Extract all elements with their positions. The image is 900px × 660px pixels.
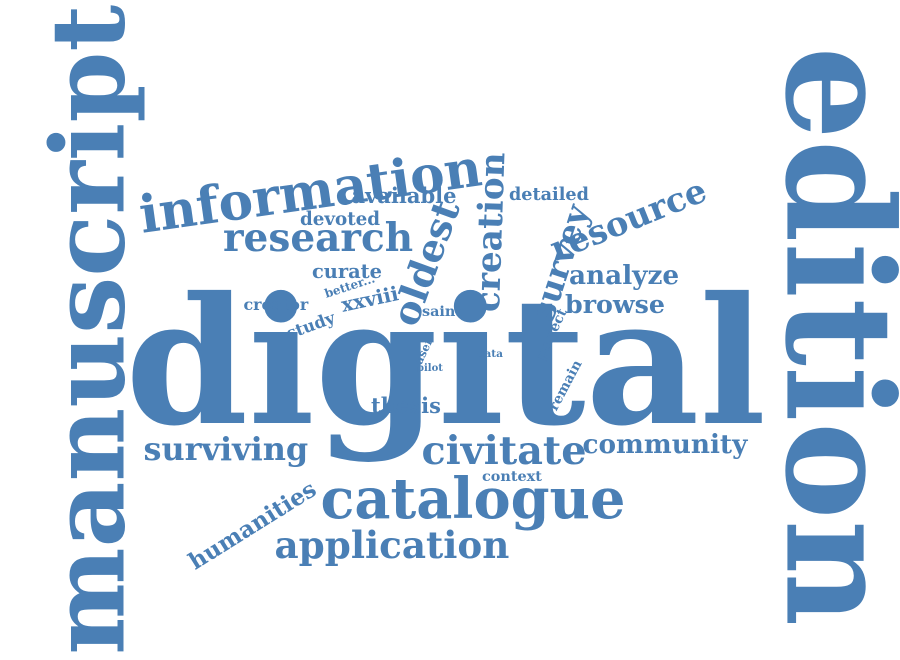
word-analyze: analyze [569, 260, 680, 291]
word-edition: edition [752, 45, 900, 626]
word-creator: creator [243, 295, 309, 314]
word-context: context [482, 468, 542, 485]
word-surviving: surviving [143, 430, 309, 468]
word-thesis: thesis [371, 392, 441, 418]
word-application: application [274, 522, 510, 567]
word-creation: creation [467, 151, 514, 313]
word-digital: digital [124, 258, 766, 465]
word-catalogue: catalogue [320, 467, 626, 532]
word-browse: browse [565, 288, 666, 319]
word-data: data [477, 347, 504, 360]
word-saint: saint [422, 303, 463, 320]
word-detailed: detailed [509, 184, 589, 205]
word-manuscript: manuscript [28, 4, 148, 655]
word-curate: curate [312, 259, 382, 283]
word-civitate: civitate [421, 428, 587, 474]
word-pilot: pilot [417, 363, 443, 374]
word-community: community [582, 429, 748, 460]
word-available: available [351, 182, 457, 208]
word-research: research [223, 214, 414, 261]
word-devoted: devoted [300, 209, 381, 230]
